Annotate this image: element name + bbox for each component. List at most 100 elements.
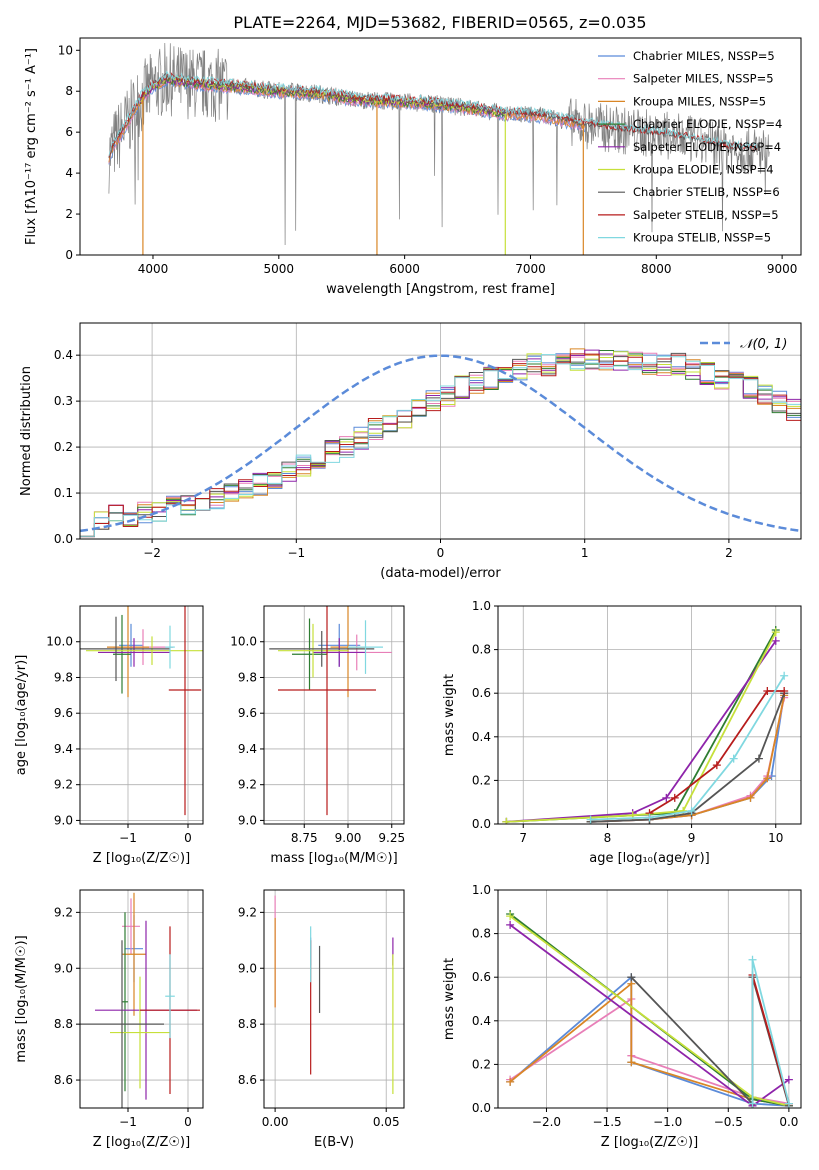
x-tick-label: 0 — [437, 546, 445, 560]
legend-label: Salpeter ELODIE, NSSP=4 — [633, 140, 781, 154]
y-tick-label: 0.6 — [472, 970, 491, 984]
y-tick-label: 0.0 — [472, 817, 491, 831]
y-tick-label: 0.4 — [472, 730, 491, 744]
spectrum-model-kroupa-stelib — [108, 70, 758, 157]
histogram-salpeter-elodie — [80, 349, 801, 537]
y-tick-label: 0.1 — [54, 486, 73, 500]
mass-weight-point — [627, 1058, 636, 1067]
spectrum-model-chabrier-stelib — [108, 72, 758, 159]
mass-weight-line — [506, 640, 777, 823]
x-tick-label: −2 — [143, 546, 161, 560]
y-axis-label: mass [log₁₀(M/M☉)] — [14, 935, 29, 1062]
mass-weight-point — [763, 687, 772, 696]
legend-label: Kroupa STELIB, NSSP=5 — [633, 231, 771, 245]
y-tick-label: 9.2 — [54, 778, 73, 792]
mass-weight-line — [506, 631, 777, 823]
y-tick-label: 0 — [65, 248, 73, 262]
y-tick-label: 4 — [65, 166, 73, 180]
mass-weight-line — [509, 924, 790, 1107]
x-tick-label: 9.25 — [378, 831, 405, 845]
axes-frame — [497, 605, 802, 825]
axes-frame — [79, 889, 204, 1109]
y-tick-label: 10.0 — [46, 635, 73, 649]
x-tick-label: 9000 — [767, 262, 798, 276]
legend-label: Salpeter STELIB, NSSP=5 — [633, 208, 779, 222]
x-tick-label: −1 — [119, 1115, 137, 1129]
mass-weight-line — [509, 913, 790, 1107]
x-axis-label: mass [log₁₀(M/M☉)] — [270, 851, 397, 866]
mass-weight-point — [771, 628, 780, 637]
x-tick-label: −1 — [119, 831, 137, 845]
plot-area — [274, 895, 394, 1095]
mass-weight-point — [748, 1099, 757, 1108]
y-tick-label: 8.6 — [238, 1073, 257, 1087]
y-tick-label: 0.0 — [54, 532, 73, 546]
x-tick-label: 9.00 — [335, 831, 362, 845]
x-tick-label: −1.5 — [593, 1115, 622, 1129]
y-tick-label: 9.0 — [238, 813, 257, 827]
y-tick-label: 9.2 — [238, 905, 257, 919]
y-tick-label: 9.6 — [238, 706, 257, 720]
y-tick-label: 9.8 — [54, 670, 73, 684]
x-axis-label: Z [log₁₀(Z/Z☉)] — [93, 851, 190, 866]
x-tick-label: 1 — [581, 546, 589, 560]
plot-area — [80, 606, 203, 816]
y-axis-label: Flux [fλ10⁻¹⁷ erg cm⁻² s⁻¹ A⁻¹] — [24, 48, 39, 245]
mass-weight-point — [748, 955, 757, 964]
y-tick-label: 9.0 — [54, 961, 73, 975]
plot-area — [80, 348, 801, 538]
y-tick-label: 0.6 — [472, 686, 491, 700]
y-tick-label: 0.2 — [472, 1057, 491, 1071]
mass-weight-point — [784, 1099, 793, 1108]
mass-weight-point — [645, 813, 654, 822]
x-tick-label: 7 — [519, 831, 527, 845]
histogram-salpeter-miles — [80, 351, 801, 538]
mass-weight-line — [506, 629, 777, 823]
mass-weight-line — [509, 915, 790, 1107]
y-tick-label: 9.0 — [54, 813, 73, 827]
axes-frame — [497, 889, 802, 1109]
mass-weight-point — [771, 636, 780, 645]
y-tick-label: 2 — [65, 207, 73, 221]
mass-weight-point — [506, 912, 515, 921]
mass-weight-point — [746, 793, 755, 802]
y-tick-label: 1.0 — [472, 883, 491, 897]
y-tick-label: 0.8 — [472, 927, 491, 941]
panel-4: 8.75 9.00 9.25 9.0 9.2 9.4 9.6 9.8 10.0 mass [log… — [230, 605, 405, 866]
y-tick-label: 10 — [58, 43, 73, 57]
x-tick-label: 0.05 — [373, 1115, 400, 1129]
plot-area — [506, 909, 793, 1108]
x-tick-label: 8.75 — [291, 831, 318, 845]
mass-weight-point — [506, 920, 515, 929]
mass-weight-point — [687, 806, 696, 815]
y-axis-label: Normed distribution — [19, 366, 34, 496]
x-tick-label: −1.0 — [653, 1115, 682, 1129]
plot-area — [80, 892, 200, 1108]
y-tick-label: 9.2 — [54, 905, 73, 919]
x-tick-label: 6000 — [389, 262, 420, 276]
y-tick-label: 9.8 — [238, 670, 257, 684]
mass-weight-point — [763, 774, 772, 783]
legend-label: Chabrier ELODIE, NSSP=4 — [633, 117, 782, 131]
y-tick-label: 6 — [65, 125, 73, 139]
legend-label: Chabrier MILES, NSSP=5 — [633, 49, 775, 63]
y-tick-label: 10.0 — [230, 635, 257, 649]
x-tick-label: 0.0 — [779, 1115, 798, 1129]
y-tick-label: 9.0 — [238, 961, 257, 975]
y-axis-label: mass weight — [442, 674, 457, 756]
x-tick-label: 10 — [768, 831, 783, 845]
y-tick-label: 9.6 — [54, 706, 73, 720]
mass-weight-point — [754, 754, 763, 763]
y-tick-label: 9.4 — [238, 742, 257, 756]
histogram-kroupa-elodie — [80, 351, 801, 537]
x-tick-label: 2 — [725, 546, 733, 560]
mass-weight-line — [751, 959, 790, 1104]
legend-label: Salpeter MILES, NSSP=5 — [633, 72, 774, 86]
x-axis-label: age [log₁₀(age/yr)] — [589, 851, 710, 866]
y-tick-label: 9.2 — [238, 778, 257, 792]
plot-area — [502, 625, 789, 824]
axes-frame — [263, 605, 405, 825]
x-axis-label: (data-model)/error — [380, 566, 501, 581]
x-tick-label: 4000 — [138, 262, 169, 276]
